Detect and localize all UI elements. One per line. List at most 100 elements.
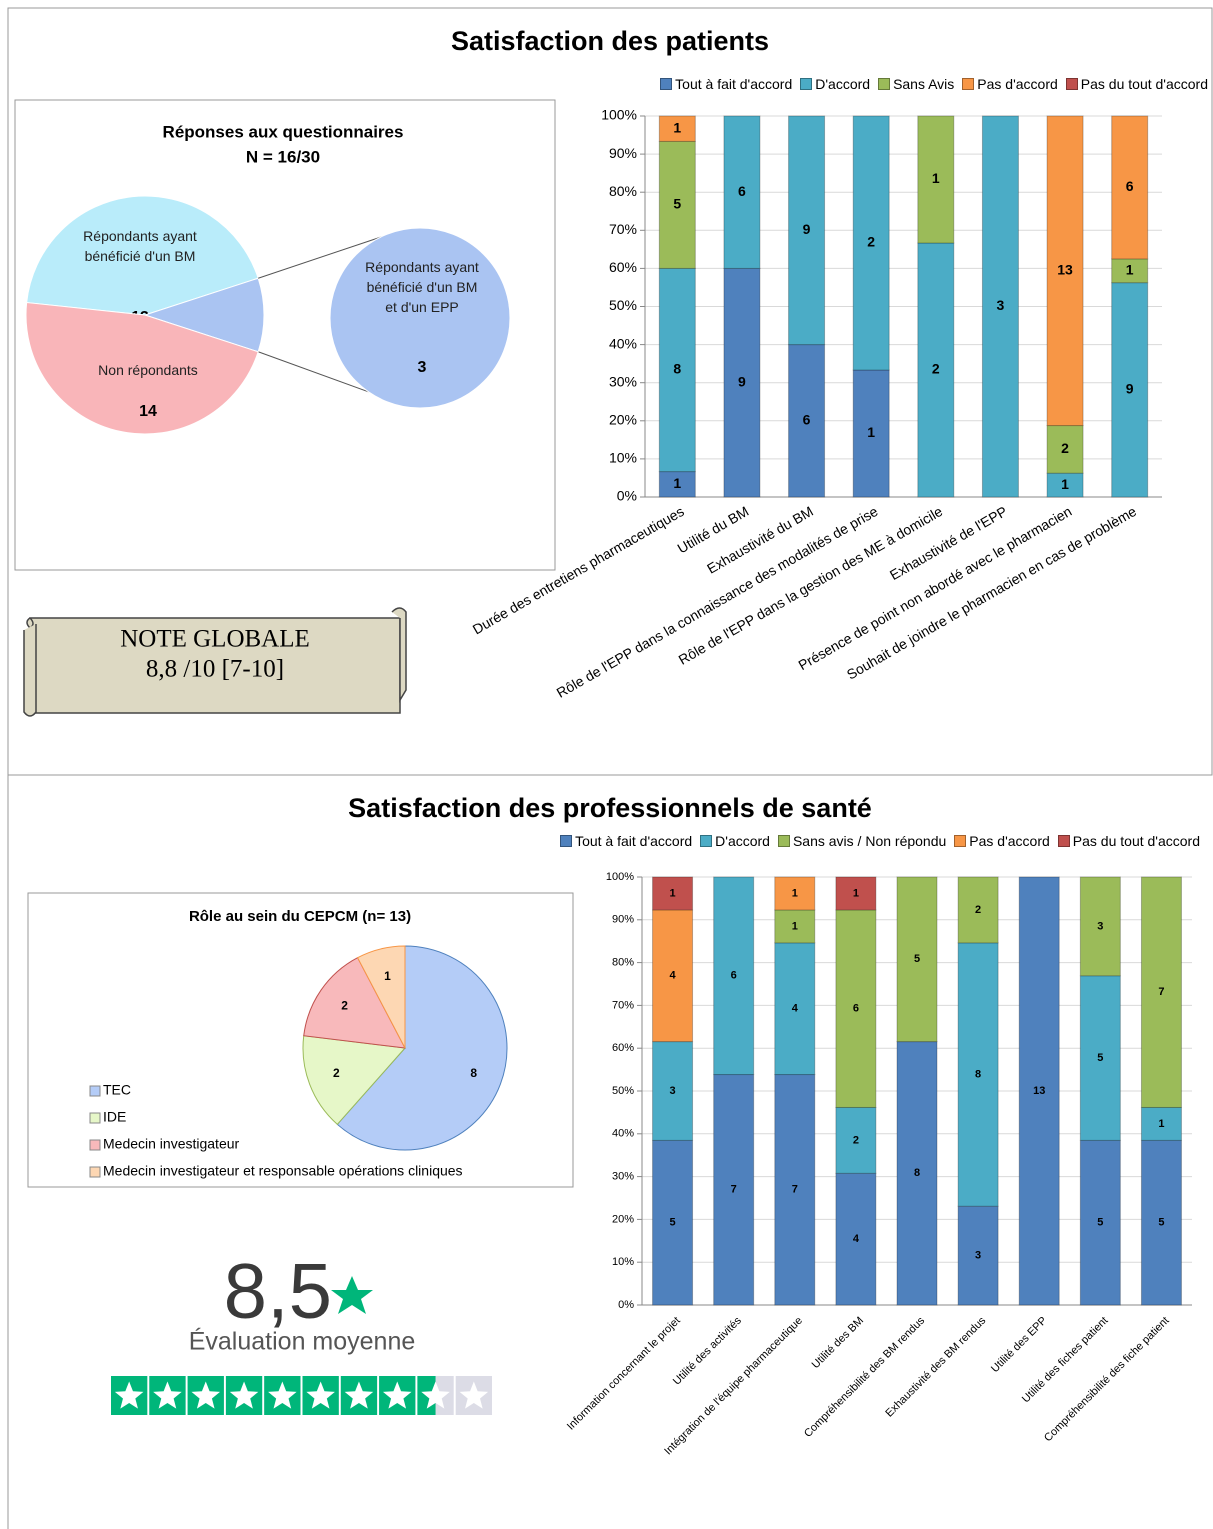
bar-segment (1140, 876, 1182, 1108)
data-label: 1 (669, 887, 675, 899)
data-label: 1 (792, 920, 798, 932)
data-label: 5 (914, 953, 920, 965)
legend-swatch (89, 1166, 101, 1178)
sub-pie (329, 227, 511, 409)
legend: Tout à fait d'accord D'accord Sans Avis Pas… (660, 76, 1208, 92)
data-label: 3 (1097, 920, 1103, 932)
bar-segment (852, 369, 890, 498)
data-label: 9 (1126, 381, 1134, 397)
bar-segment (788, 344, 826, 498)
bar-segment (774, 876, 816, 911)
bar-segment (723, 115, 761, 269)
slice-label: Non répondants (98, 362, 198, 378)
data-label: 4 (853, 1233, 860, 1245)
bar-segment (713, 876, 755, 1076)
bar-segment (981, 115, 1019, 498)
pie-slice (303, 957, 406, 1049)
data-label: 1 (853, 887, 859, 899)
bar-segment (1140, 1106, 1182, 1141)
x-tick-label: Souhait de joindre le pharmacien en cas … (844, 503, 1139, 683)
pie-slice (26, 195, 259, 316)
bar-segment (1140, 1139, 1182, 1306)
legend-item: D'accord (800, 76, 870, 92)
bar-segment (1046, 115, 1084, 427)
x-tick-label: Exhaustivité du BM (704, 503, 816, 577)
bar-segment (1111, 282, 1149, 498)
pie-slice (302, 1035, 407, 1126)
data-label: 4 (669, 970, 676, 982)
bar-segment (658, 140, 696, 269)
y-tick-label: 20% (609, 412, 637, 428)
bar-segment (774, 1074, 816, 1306)
legend-swatch (660, 78, 673, 90)
bar-segment (957, 1205, 999, 1306)
y-tick-label: 10% (612, 1256, 634, 1268)
data-label: 3 (975, 1250, 981, 1262)
x-tick-label: Information concernant le projet (565, 1315, 683, 1433)
y-tick-label: 10% (609, 450, 637, 466)
x-tick-label: Compréhensibilité des fiche patient (1042, 1315, 1172, 1445)
legend-label: Pas d'accord (977, 76, 1058, 92)
bar-segment (723, 267, 761, 498)
data-label: 1 (1158, 1118, 1164, 1130)
bar-segment (652, 1041, 694, 1141)
legend-label: Tout à fait d'accord (575, 833, 693, 849)
legend-item: Tout à fait d'accord (560, 833, 692, 849)
legend-label: IDE (103, 1109, 126, 1125)
legend-item: D'accord (700, 833, 770, 849)
legend-label: Sans Avis (893, 76, 955, 92)
slice-value: 14 (139, 403, 157, 420)
connector (258, 235, 385, 279)
legend-swatch (89, 1085, 101, 1097)
slice-value: 8 (470, 1066, 477, 1080)
data-label: 6 (731, 970, 737, 982)
bar-segment (852, 115, 890, 371)
y-tick-label: 30% (609, 373, 637, 389)
bar-segment (835, 909, 877, 1108)
data-label: 9 (803, 221, 811, 237)
legend-swatch (954, 835, 967, 847)
chart-title: Réponses aux questionnaires (163, 122, 404, 141)
star (459, 1381, 489, 1409)
legend-item: Sans Avis (878, 76, 954, 92)
slice-value: 2 (341, 998, 348, 1012)
star (153, 1381, 182, 1409)
star (421, 1381, 450, 1409)
legend-label: Medecin investigateur et responsable opé… (103, 1163, 463, 1179)
y-tick-label: 60% (609, 259, 637, 275)
section-title: Satisfaction des patients (451, 26, 769, 56)
legend-item: Pas du tout d'accord (1057, 833, 1200, 849)
legend-label: Sans avis / Non répondu (792, 833, 947, 849)
star (229, 1381, 259, 1409)
legend-label: D'accord (815, 76, 871, 92)
rating-caption: Évaluation moyenne (189, 1327, 416, 1356)
legend-swatch (962, 78, 975, 90)
bar-segment (713, 1074, 755, 1306)
data-label: 7 (1158, 986, 1164, 998)
legend-label: Tout à fait d'accord (675, 76, 793, 92)
legend-swatch (89, 1112, 101, 1124)
y-tick-label: 100% (606, 871, 634, 883)
bar-segment (1079, 975, 1121, 1141)
legend-label: Pas du tout d'accord (1072, 833, 1200, 849)
data-label: 6 (738, 183, 746, 199)
x-tick-label: Intégration de l'équipe pharmaceutique (662, 1315, 805, 1458)
legend-swatch (777, 835, 790, 847)
legend-swatch (89, 1139, 101, 1151)
y-tick-label: 70% (609, 221, 637, 237)
data-label: 6 (803, 412, 811, 428)
bar-segment (788, 115, 826, 346)
legend: Tout à fait d'accord D'accord Sans avis / … (560, 833, 1200, 849)
y-tick-label: 90% (609, 145, 637, 161)
data-label: 2 (853, 1134, 859, 1146)
data-label: 2 (932, 361, 940, 377)
bar-segment (658, 471, 696, 498)
star (191, 1381, 221, 1409)
x-tick-label: Utilité des BM (810, 1315, 866, 1371)
legend-swatch (800, 78, 813, 90)
y-tick-label: 50% (609, 297, 637, 313)
star (114, 1381, 144, 1409)
star (344, 1381, 374, 1409)
data-label: 6 (853, 1003, 859, 1015)
